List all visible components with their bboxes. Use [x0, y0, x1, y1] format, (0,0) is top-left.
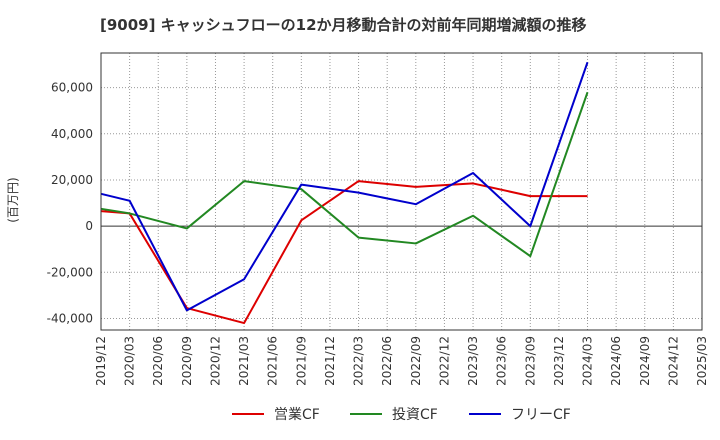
series-line-2	[100, 61, 589, 312]
series-line-0	[100, 180, 588, 325]
x-tick-label: 2021/03	[237, 336, 251, 386]
y-tick-label: 60,000	[51, 81, 93, 95]
x-tick-label: 2024/09	[638, 336, 652, 386]
x-tick-label: 2020/09	[180, 336, 194, 386]
legend: 営業CF 投資CF フリーCF	[232, 407, 571, 423]
plot-frame	[100, 52, 703, 331]
x-tick-label: 2021/06	[266, 336, 280, 386]
x-tick-label: 2023/12	[552, 336, 566, 386]
x-tick-label: 2021/12	[323, 336, 337, 386]
legend-label-1: 投資CF	[392, 407, 438, 423]
chart-title: [9009] キャッシュフローの12か月移動合計の対前年同期増減額の推移	[100, 16, 587, 34]
y-axis-ticks: -40,000 -20,000 0 20,000 40,000 60,000	[47, 81, 93, 326]
legend-label-2: フリーCF	[511, 407, 571, 423]
x-tick-label: 2024/06	[609, 336, 623, 386]
y-tick-label: 40,000	[51, 127, 93, 141]
x-tick-label: 2022/12	[437, 336, 451, 386]
x-tick-label: 2023/09	[523, 336, 537, 386]
x-axis-ticks: 2019/12 2020/03 2020/06 2020/09 2020/12 2021/…	[94, 336, 709, 386]
y-tick-label: -20,000	[47, 265, 93, 279]
legend-label-0: 営業CF	[274, 407, 320, 423]
x-tick-label: 2023/03	[466, 336, 480, 386]
x-tick-label: 2025/03	[695, 336, 709, 386]
x-tick-label: 2020/06	[151, 336, 165, 386]
y-tick-label: 20,000	[51, 173, 93, 187]
series-group	[100, 61, 589, 325]
y-axis-label: (百万円)	[6, 177, 20, 222]
grid	[101, 53, 702, 330]
x-tick-label: 2020/12	[208, 336, 222, 386]
y-tick-label: -40,000	[47, 311, 93, 325]
y-tick-label: 0	[85, 219, 93, 233]
series-line-1	[100, 91, 589, 258]
x-tick-label: 2021/09	[294, 336, 308, 386]
x-tick-label: 2023/06	[495, 336, 509, 386]
x-tick-label: 2024/03	[581, 336, 595, 386]
x-tick-label: 2022/09	[409, 336, 423, 386]
x-tick-label: 2022/03	[352, 336, 366, 386]
x-tick-label: 2024/12	[666, 336, 680, 386]
x-tick-label: 2019/12	[94, 336, 108, 386]
x-tick-label: 2020/03	[123, 336, 137, 386]
x-tick-label: 2022/06	[380, 336, 394, 386]
